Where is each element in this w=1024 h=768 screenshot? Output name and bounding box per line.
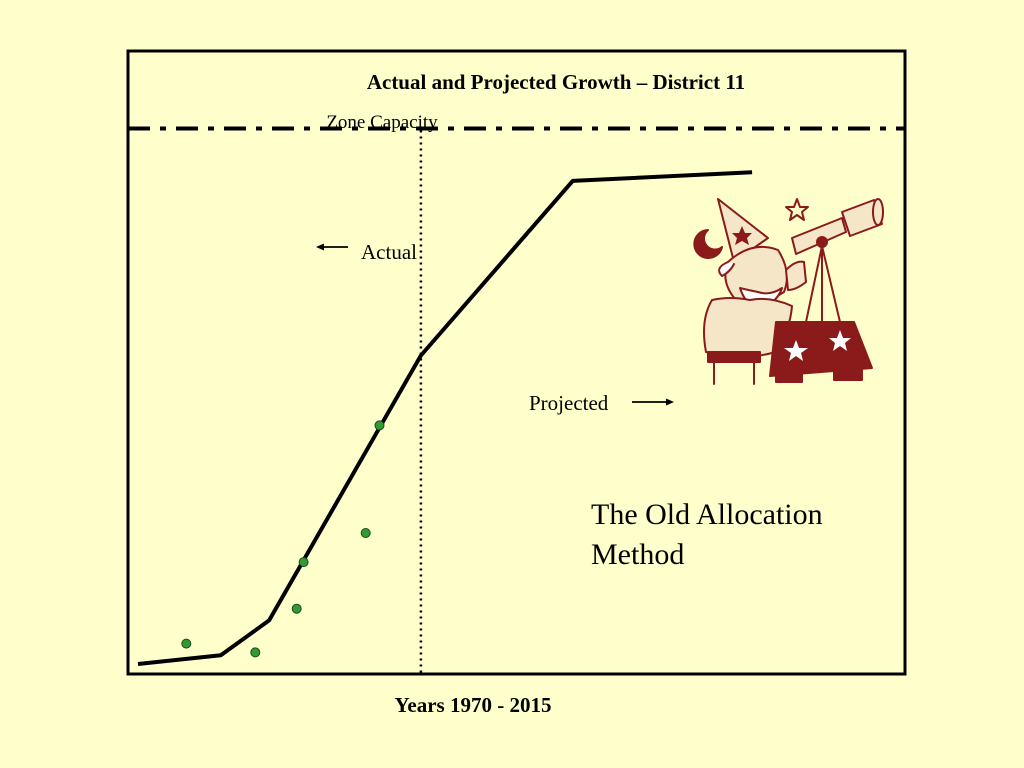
stool-seat [707, 351, 761, 363]
hat-star-icon [732, 226, 752, 245]
projected-label: Projected [529, 391, 609, 415]
telescope-icon [791, 198, 884, 323]
wizard-hair [718, 261, 735, 277]
data-point [181, 638, 192, 649]
x-axis-label: Years 1970 - 2015 [395, 693, 552, 717]
star-table [769, 321, 873, 377]
zone-capacity-label: Zone Capacity [326, 112, 438, 133]
wizard-illustration [693, 198, 884, 385]
table-foot-left [775, 369, 803, 383]
actual-annotation: Actual [316, 240, 417, 264]
star-icon [785, 198, 809, 221]
actual-label: Actual [361, 240, 417, 264]
data-point [250, 647, 261, 658]
subtitle-line-2: Method [591, 538, 684, 571]
wizard-hand [785, 260, 807, 291]
data-point [298, 557, 309, 568]
data-point [291, 603, 302, 614]
data-point [360, 528, 371, 538]
projected-arrowhead [666, 398, 674, 406]
projected-annotation: Projected [529, 391, 674, 415]
data-point [374, 420, 385, 431]
actual-data-points [181, 420, 385, 658]
table-star-icon-1 [784, 340, 808, 361]
crescent-moon-icon [693, 229, 723, 259]
actual-arrowhead [316, 243, 324, 251]
table-foot-right [833, 367, 863, 381]
chart-title: Actual and Projected Growth – District 1… [367, 70, 745, 94]
table-star-icon-2 [829, 330, 851, 351]
subtitle-line-1: The Old Allocation [591, 498, 823, 531]
growth-series-line [137, 170, 753, 666]
